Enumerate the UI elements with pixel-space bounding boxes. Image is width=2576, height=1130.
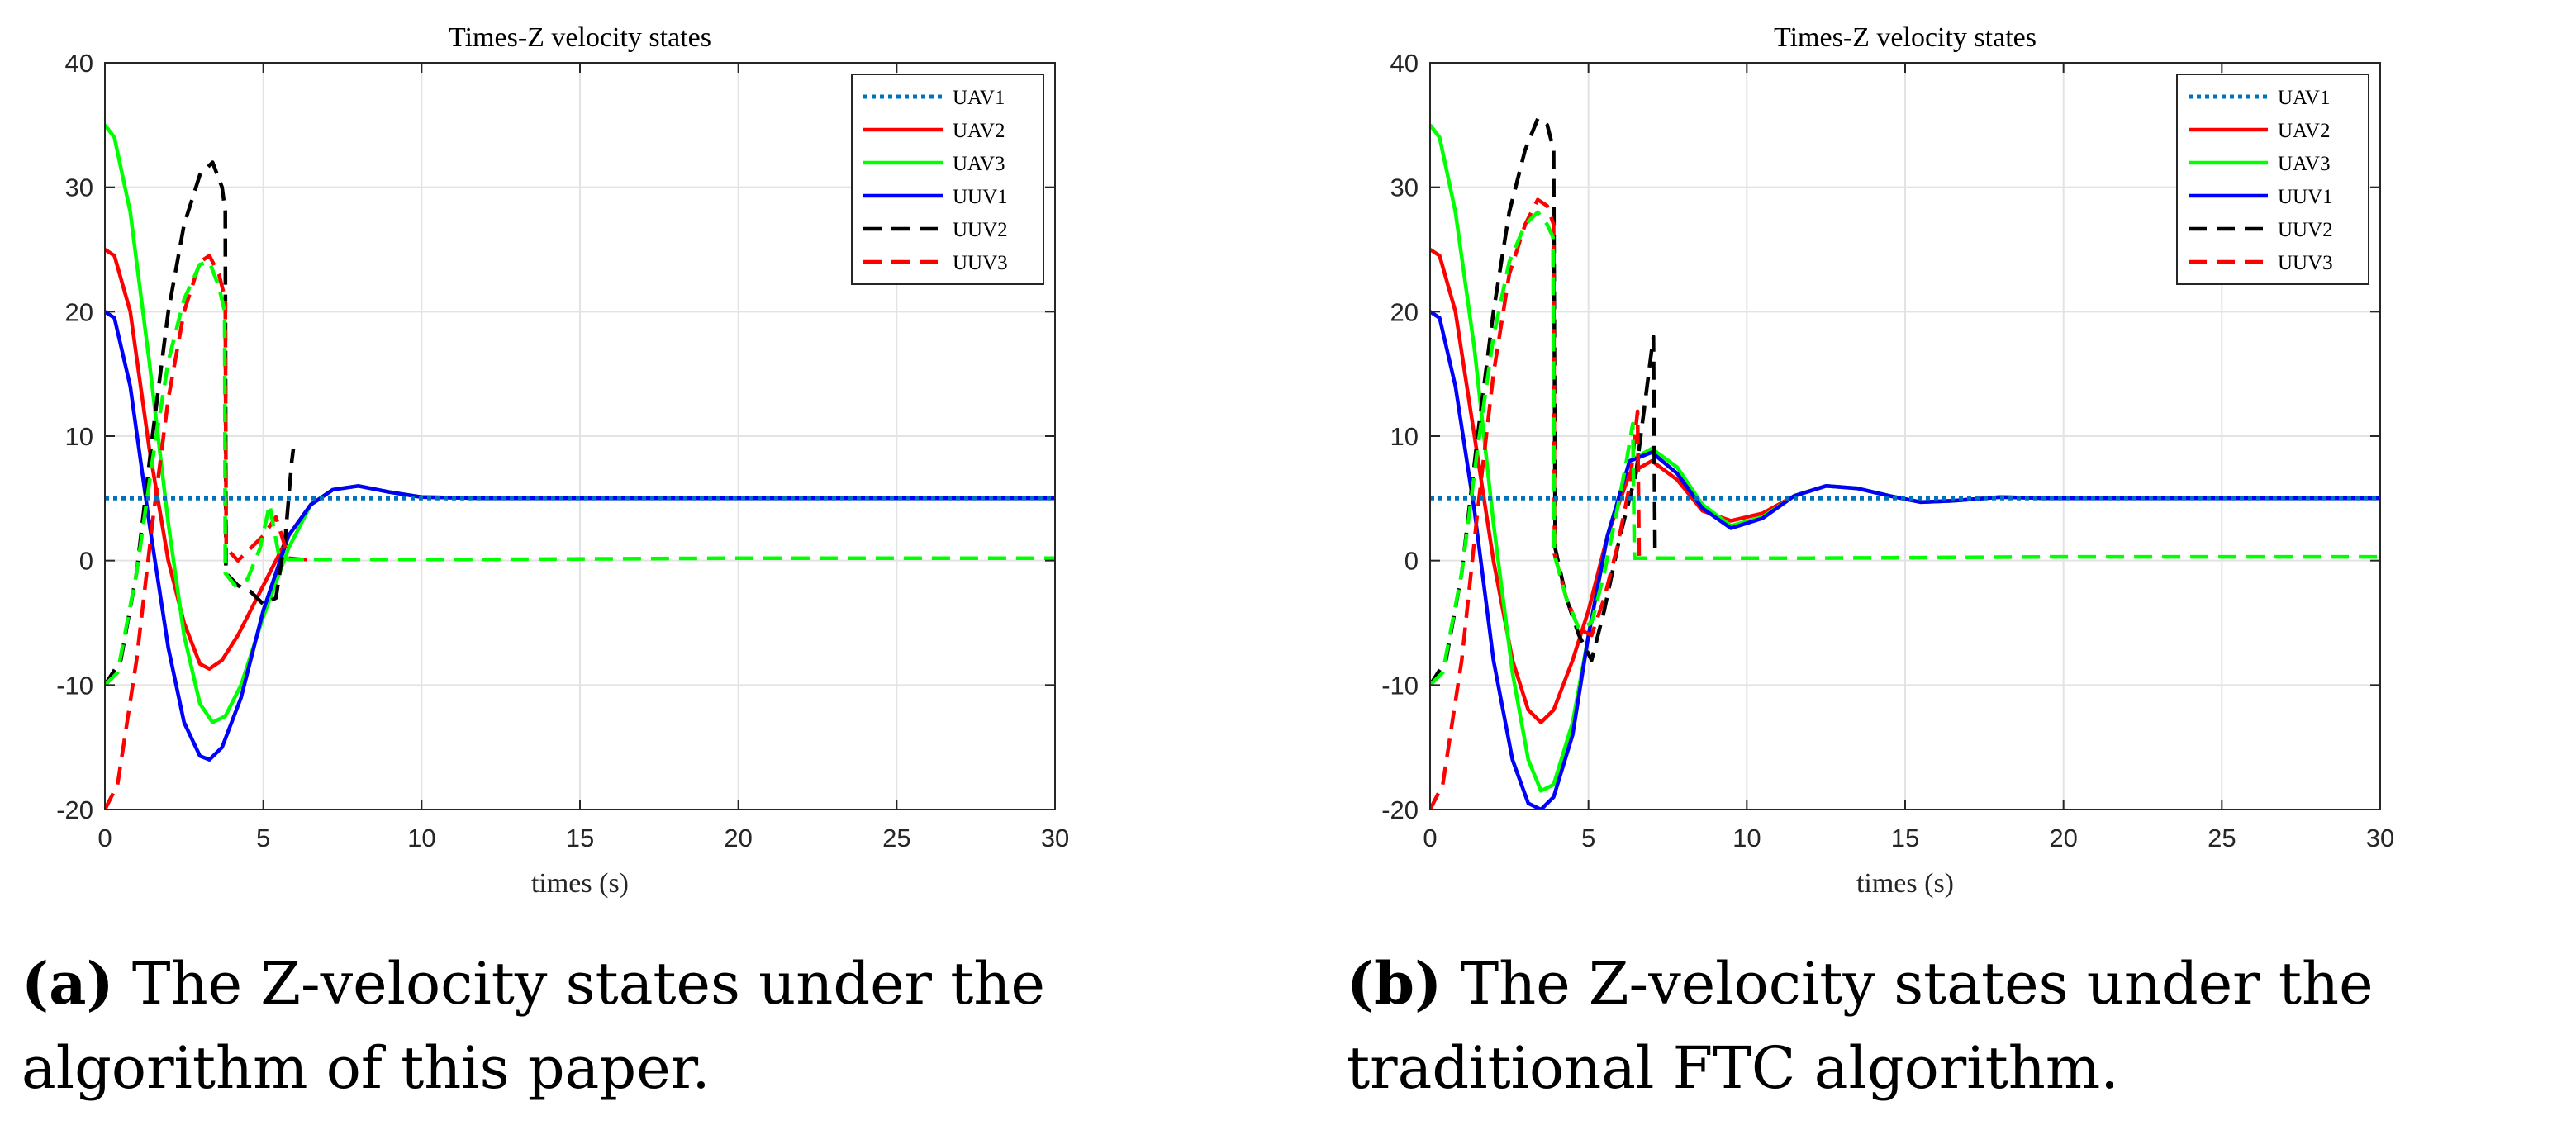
series-line-uav3-dashed-trace	[105, 259, 1055, 686]
y-tick-label: -10	[1381, 671, 1419, 700]
y-tick-label: 10	[65, 422, 93, 451]
y-tick-label: 20	[65, 297, 93, 326]
legend-label: UAV1	[2278, 87, 2330, 109]
chart-b: 0 5 10 15 20 25 30 -20 -10 0 10 20 30 40 Times-Z veloc…	[1381, 22, 2394, 899]
y-tick-label: -20	[56, 795, 93, 824]
caption-a: (a) The Z-velocity states under the algo…	[21, 942, 1252, 1110]
x-tick-label: 0	[97, 824, 112, 852]
legend-label: UAV1	[953, 87, 1005, 109]
legend: UAV1 UAV2 UAV3 UUV1 UUV2 UUV3	[851, 74, 1044, 285]
chart-title: Times-Z velocity states	[1774, 22, 2037, 53]
x-tick-label: 25	[2208, 824, 2236, 852]
x-tick-label: 15	[1891, 824, 1919, 852]
x-tick-label: 0	[1423, 824, 1437, 852]
y-tick-label: 10	[1390, 422, 1419, 451]
legend-label: UAV3	[953, 153, 1005, 175]
y-tick-label: -10	[56, 671, 93, 700]
caption-text-b: The Z-velocity states under the traditio…	[1347, 950, 2374, 1102]
legend-label: UUV3	[2278, 252, 2333, 274]
x-tick-label: 25	[882, 824, 910, 852]
y-tick-label: -20	[1381, 795, 1419, 824]
x-tick-label: 15	[566, 824, 594, 852]
legend-label: UAV2	[953, 120, 1005, 142]
chart-title: Times-Z velocity states	[449, 22, 711, 53]
y-tick-label: 40	[1390, 49, 1419, 78]
x-tick-label: 20	[2049, 824, 2077, 852]
series-line-uuv2	[105, 160, 296, 686]
legend-box	[2176, 74, 2369, 285]
x-tick-label: 30	[2366, 824, 2394, 852]
legend-label: UAV3	[2278, 153, 2330, 175]
legend-label: UAV2	[2278, 120, 2330, 142]
series-line-uuv1	[105, 310, 1055, 762]
y-tick-label: 0	[1404, 547, 1419, 576]
legend-label: UUV3	[953, 252, 1008, 274]
chart-a: 0 5 10 15 20 25 30 -20 -10 0 10 20 30 40 Times-Z veloc…	[56, 22, 1069, 899]
legend-label: UUV1	[953, 186, 1008, 208]
x-tick-label: 10	[407, 824, 435, 852]
y-tick-label: 30	[1390, 173, 1419, 202]
legend-box	[851, 74, 1044, 285]
x-tick-label: 20	[724, 824, 752, 852]
x-tick-label: 5	[256, 824, 270, 852]
y-tick-label: 30	[65, 173, 93, 202]
series-line-uuv3	[105, 254, 314, 810]
y-tick-label: 20	[1390, 297, 1419, 326]
legend-label: UUV2	[953, 219, 1008, 241]
series-line-uav3-dashed-trace	[1430, 210, 2380, 686]
series-group	[1430, 116, 2380, 810]
legend: UAV1 UAV2 UAV3 UUV1 UUV2 UUV3	[2176, 74, 2369, 285]
legend-label: UUV2	[2278, 219, 2333, 241]
series-line-uuv2	[1430, 116, 1660, 686]
x-tick-label: 5	[1581, 824, 1595, 852]
x-tick-label: 30	[1041, 824, 1069, 852]
caption-text-a: The Z-velocity states under the algorith…	[21, 950, 1045, 1102]
series-line-uuv1	[1430, 310, 2380, 810]
x-axis-label: times (s)	[1856, 868, 1954, 899]
y-tick-label: 40	[65, 49, 93, 78]
caption-b: (b) The Z-velocity states under the trad…	[1347, 942, 2576, 1110]
x-tick-label: 10	[1732, 824, 1761, 852]
y-tick-label: 0	[79, 547, 93, 576]
caption-label-b: (b)	[1347, 949, 1442, 1018]
x-axis-label: times (s)	[531, 868, 629, 899]
series-group	[105, 123, 1055, 810]
caption-label-a: (a)	[21, 949, 114, 1018]
legend-label: UUV1	[2278, 186, 2333, 208]
